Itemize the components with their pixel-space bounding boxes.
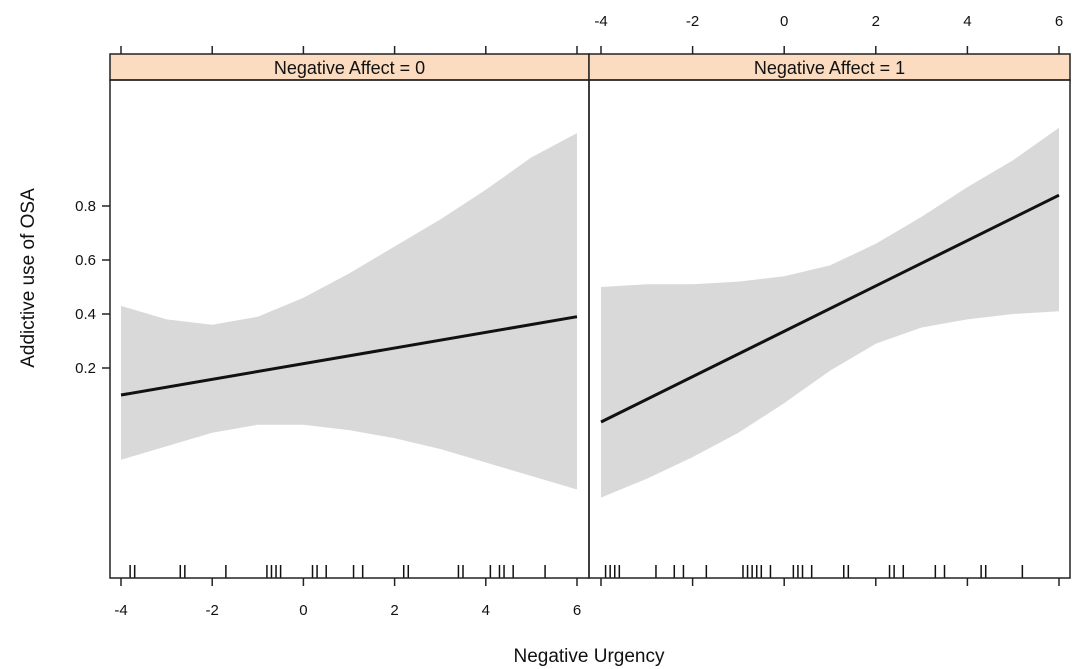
strip-label: Negative Affect = 1 xyxy=(754,58,905,78)
y-tick-label: 0.4 xyxy=(75,306,96,323)
x-tick-label-top: 0 xyxy=(780,13,788,30)
y-tick-label: 0.6 xyxy=(75,252,96,269)
y-tick-label: 0.8 xyxy=(75,198,96,215)
x-tick-label-top: 4 xyxy=(963,13,971,30)
confidence-band xyxy=(121,133,577,490)
x-tick-label: -4 xyxy=(114,602,127,619)
fit-line xyxy=(120,315,578,397)
confidence-band xyxy=(601,127,1059,498)
y-axis-title: Addictive use of OSA xyxy=(18,188,39,368)
panel-strip xyxy=(109,53,590,81)
panel-0: Negative Affect = 0 -4 -2 0 2 4 6 xyxy=(109,46,590,619)
strip-label: Negative Affect = 0 xyxy=(274,58,425,78)
x-axis-title: Negative Urgency xyxy=(513,646,665,667)
x-tick-label-top: -2 xyxy=(686,13,699,30)
x-tick-label-top: 2 xyxy=(872,13,880,30)
fit-line xyxy=(600,193,1060,424)
panel-border xyxy=(588,79,1071,579)
x-tick-label: 4 xyxy=(482,602,490,619)
x-tick-label: 2 xyxy=(390,602,398,619)
x-tick-label: 6 xyxy=(573,602,581,619)
y-tick-label: 0.2 xyxy=(75,360,96,377)
x-tick-label: -2 xyxy=(206,602,219,619)
panel-strip xyxy=(588,53,1071,81)
x-tick-label-top: -4 xyxy=(594,13,607,30)
x-tick-label-top: 6 xyxy=(1055,13,1063,30)
x-tick-label: 0 xyxy=(299,602,307,619)
panel-1: Negative Affect = 1 -4 -2 0 2 4 6 xyxy=(588,13,1071,586)
